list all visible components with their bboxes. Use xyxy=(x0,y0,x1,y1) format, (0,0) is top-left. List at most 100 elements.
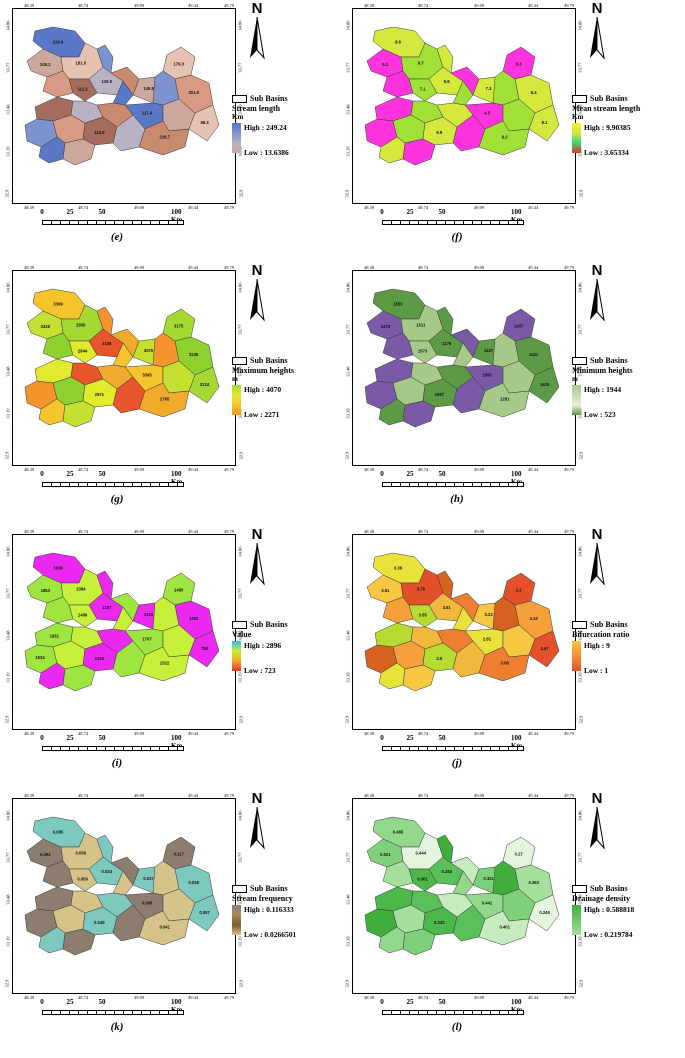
map-panel-7: 0.085 0.092 0.056 0.117 0.059 0.039 0.034 0.057… xyxy=(0,790,330,1048)
scale-bar-graphic xyxy=(42,746,184,751)
basin-value-label: 111.2 xyxy=(78,87,89,92)
sub-basin xyxy=(96,306,114,336)
map-panel-3: 3399 3326 2930 3175 2844 3235 3106 3224 3070 3395… xyxy=(0,262,330,520)
basin-value-label: 229.6 xyxy=(53,40,64,45)
basin-value-label: 3.23 xyxy=(485,612,494,617)
basin-value-label: 0.056 xyxy=(76,850,87,855)
color-ramp xyxy=(572,905,581,935)
basin-value-label: 1084 xyxy=(76,586,86,591)
north-arrow-icon: N xyxy=(590,790,605,850)
basin-value-label: 2.5 xyxy=(436,656,442,661)
legend-subbasins: Sub Basins xyxy=(572,884,670,893)
legend-subbasins: Sub Basins xyxy=(572,94,670,103)
legend-ramp-row: High : 0.588818 Low : 0.219784 xyxy=(572,905,670,939)
subbasin-swatch xyxy=(572,356,587,365)
legend-title: Stream length xyxy=(232,104,281,113)
scale-bar-graphic xyxy=(42,482,184,487)
axis-tick-top: 48.74 xyxy=(77,793,89,798)
scale-tick: 50 xyxy=(438,470,446,478)
axis-tick-right: 34.06 xyxy=(237,546,243,557)
scale-tick: 25 xyxy=(406,208,414,216)
axis-tick-left: 33.77 xyxy=(345,588,351,599)
basin-value-label: 1555 xyxy=(393,302,403,307)
basin-value-label: 2.81 xyxy=(483,637,492,642)
legend-high: High : 1944 xyxy=(584,385,622,394)
axis-tick-top: 49.44 xyxy=(187,529,199,534)
sub-basin xyxy=(62,400,96,428)
axis-tick-bottom: 48.39 xyxy=(23,205,35,210)
axis-tick-left: 33.19 xyxy=(345,146,351,157)
map-frame: 1555 1478 1511 1437 1573 1422 1276 1620 1427 1095… xyxy=(344,265,583,472)
basin-map: 1638 1853 1084 1450 1499 1302 1207 780 1310 1707 2… xyxy=(24,552,220,692)
axis-tick-top: 49.79 xyxy=(223,3,235,8)
map-frame: 3399 3326 2930 3175 2844 3235 3106 3224 3070 3395… xyxy=(4,265,243,472)
sub-basin xyxy=(68,868,98,892)
sub-basin xyxy=(408,604,438,628)
subbasin-swatch xyxy=(232,356,247,365)
map-panel-8: 0.485 0.521 0.444 0.27 0.301 0.363 0.283 0.249 0… xyxy=(340,790,670,1048)
axis-tick-left: 34.06 xyxy=(5,282,11,293)
basin-value-label: 0.092 xyxy=(40,852,51,857)
axis-tick-bottom: 49.09 xyxy=(473,205,485,210)
north-label: N xyxy=(592,526,603,543)
axis-tick-left: 33.19 xyxy=(5,672,11,683)
basin-value-label: 1947 xyxy=(435,392,445,397)
basin-value-label: 1499 xyxy=(78,613,88,618)
scale-tick: 25 xyxy=(66,208,74,216)
legend-title: Drainage density xyxy=(572,894,630,903)
basin-value-label: 0.444 xyxy=(416,850,427,855)
axis-tick-bottom: 48.74 xyxy=(77,467,89,472)
axis-tick-right: 33.77 xyxy=(237,62,243,73)
scale-tick: 25 xyxy=(406,470,414,478)
axis-tick-top: 48.39 xyxy=(23,3,35,8)
axis-tick-bottom: 49.44 xyxy=(187,205,199,210)
axis-tick-top: 48.39 xyxy=(23,265,35,270)
axis-tick-bottom: 49.44 xyxy=(187,731,199,736)
legend-subbasins-label: Sub Basins xyxy=(250,884,288,893)
axis-tick-right: 32.9 xyxy=(238,715,244,724)
axis-tick-left: 33.48 xyxy=(5,630,11,641)
axis-tick-top: 49.09 xyxy=(473,529,485,534)
scale-tick: 0 xyxy=(380,998,384,1006)
basin-value-label: 0.037 xyxy=(143,876,154,881)
map-frame: 8.6 5.1 6.7 9.3 7.1 6.4 5.9 8.1 7.3 4.5 6.2 9.9 48.… xyxy=(344,3,583,210)
sub-basin xyxy=(188,104,220,142)
color-ramp xyxy=(572,123,581,153)
basin-value-label: 1281 xyxy=(500,397,510,402)
axis-tick-left: 33.77 xyxy=(5,62,11,73)
legend-subbasins: Sub Basins xyxy=(232,620,330,629)
scale-bar-graphic xyxy=(382,1010,524,1015)
axis-tick-bottom: 48.74 xyxy=(417,205,429,210)
axis-tick-top: 49.44 xyxy=(527,529,539,534)
axis-tick-left: 33.19 xyxy=(345,936,351,947)
axis-tick-top: 49.09 xyxy=(473,793,485,798)
axis-tick-right: 32.9 xyxy=(238,451,244,460)
legend-low: Low : 0.0266501 xyxy=(244,930,297,939)
axis-tick-left: 33.48 xyxy=(345,630,351,641)
basin-map: 3399 3326 2930 3175 2844 3235 3106 3224 3070 3395… xyxy=(24,288,220,428)
axis-tick-left: 34.06 xyxy=(345,20,351,31)
color-ramp xyxy=(572,385,581,415)
axis-tick-top: 48.74 xyxy=(417,265,429,270)
legend: Sub Basins Minimum heights m High : 1944… xyxy=(572,356,670,419)
basin-value-label: 8.6 xyxy=(395,40,401,45)
scale-bar-graphic xyxy=(42,1010,184,1015)
panel-caption: (e) xyxy=(110,231,124,243)
axis-tick-left: 33.19 xyxy=(5,146,11,157)
scale-bar-graphic xyxy=(382,746,524,751)
basin-value-label: 2844 xyxy=(78,349,88,354)
axis-tick-left: 33.19 xyxy=(5,408,11,419)
axis-tick-left: 33.77 xyxy=(345,852,351,863)
axis-tick-right: 34.06 xyxy=(577,546,583,557)
legend-ramp-row: High : 1944 Low : 523 xyxy=(572,385,670,419)
axis-tick-bottom: 49.79 xyxy=(563,731,575,736)
axis-tick-bottom: 49.09 xyxy=(473,731,485,736)
basin-value-label: 6.7 xyxy=(418,60,424,65)
north-label: N xyxy=(592,262,603,279)
basin-value-label: 176.3 xyxy=(173,62,184,67)
axis-tick-bottom: 48.39 xyxy=(363,467,375,472)
axis-tick-right: 33.77 xyxy=(577,588,583,599)
axis-tick-bottom: 48.39 xyxy=(363,995,375,1000)
basin-value-label: 1276 xyxy=(442,341,452,346)
legend-subbasins: Sub Basins xyxy=(232,94,330,103)
